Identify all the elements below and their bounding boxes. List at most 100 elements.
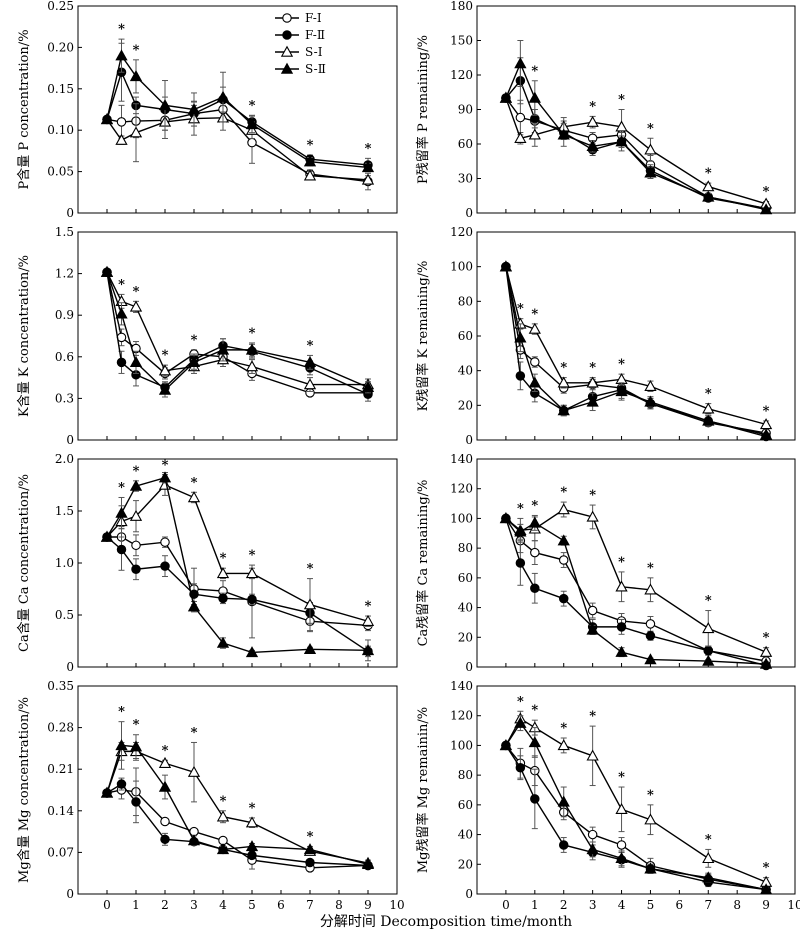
data-point	[514, 331, 527, 343]
significance-marker: *	[589, 709, 596, 724]
significance-marker: *	[531, 703, 538, 718]
data-point	[245, 816, 259, 828]
data-point	[160, 834, 170, 845]
data-point	[530, 794, 540, 804]
series-S-Ⅱ	[100, 38, 375, 173]
plot-frame	[476, 685, 796, 895]
data-point	[245, 840, 259, 852]
data-point	[115, 739, 128, 751]
y-tick-label: 30	[458, 172, 473, 186]
data-point	[115, 307, 128, 319]
data-point	[528, 376, 541, 388]
data-point	[361, 161, 375, 173]
y-tick-label: 40	[458, 601, 473, 615]
data-point	[129, 509, 143, 521]
data-point	[557, 503, 570, 515]
significance-marker: *	[307, 338, 314, 353]
series-S-Ⅱ	[100, 471, 375, 662]
y-tick-label: 80	[458, 541, 473, 555]
x-tick-label: 6	[676, 898, 684, 912]
series-line	[505, 717, 767, 883]
significance-marker: *	[531, 64, 538, 79]
data-point	[115, 49, 128, 61]
significance-marker: *	[133, 43, 140, 58]
x-tick-label: 3	[589, 898, 597, 912]
data-point	[586, 376, 599, 388]
data-point	[615, 373, 628, 385]
data-point	[702, 402, 715, 414]
data-point	[305, 857, 315, 868]
data-point	[129, 740, 143, 752]
data-point	[361, 857, 375, 869]
data-point	[557, 376, 570, 388]
data-point	[247, 850, 257, 861]
data-point	[586, 115, 599, 127]
y-tick-label: 100	[450, 511, 473, 525]
x-tick-label: 0	[103, 898, 111, 912]
y-tick-label: 0.07	[47, 845, 74, 859]
data-point	[615, 852, 628, 864]
data-point	[245, 567, 259, 579]
y-axis-title: Ca残留率 Ca remaining/%	[415, 480, 431, 647]
significance-marker: *	[705, 387, 712, 402]
data-point	[303, 843, 317, 855]
data-point	[129, 300, 143, 312]
series-line	[106, 272, 368, 394]
chart-panel-2: 0 30 60 90 120 150 180 P残留率 P remaining/% * * * * * *	[415, 0, 796, 220]
y-tick-label: 120	[450, 709, 473, 723]
x-axis-title: 分解时间 Decomposition time/month	[320, 914, 572, 930]
significance-marker: *	[618, 357, 625, 372]
significance-marker: *	[249, 801, 256, 816]
series-F-Ⅱ	[102, 42, 373, 173]
significance-marker: *	[191, 475, 198, 490]
data-point	[702, 414, 715, 426]
y-axis-title: K残留率 K remaining/%	[415, 261, 431, 412]
significance-marker: *	[517, 694, 524, 709]
significance-marker: *	[647, 121, 654, 136]
significance-marker: *	[118, 22, 125, 37]
data-point	[645, 619, 656, 629]
data-point	[528, 516, 541, 528]
x-tick-label: 2	[560, 898, 568, 912]
y-tick-label: 0.20	[47, 40, 74, 54]
series-line	[505, 266, 767, 434]
data-point	[100, 530, 114, 542]
chart-panel-8: 0 20 40 60 80 100 120 140 0 1 2 3 4 5 6 7 8 9 10 Mg残留率 Mg r…	[415, 679, 800, 912]
data-point	[702, 852, 715, 864]
significance-marker: *	[162, 458, 169, 473]
data-point	[361, 644, 375, 656]
data-point	[586, 749, 599, 761]
significance-marker: *	[249, 548, 256, 563]
series-line	[106, 272, 369, 395]
significance-marker: *	[365, 599, 372, 614]
data-point	[530, 357, 540, 367]
data-point	[158, 364, 172, 376]
chart-panel-6: 0 20 40 60 80 100 120 140 Ca残留率 Ca remaining/% * *…	[415, 452, 796, 674]
x-tick-label: 4	[618, 898, 626, 912]
x-tick-label: 0	[502, 898, 510, 912]
data-point	[100, 786, 114, 798]
data-point	[245, 118, 259, 130]
series-S-Ⅰ	[100, 474, 375, 632]
legend-item-3: S-Ⅰ	[275, 45, 323, 59]
data-point	[187, 765, 201, 777]
significance-marker: *	[307, 562, 314, 577]
data-point	[586, 510, 599, 522]
data-point	[303, 169, 317, 181]
series-line	[505, 518, 767, 667]
data-point	[558, 840, 569, 850]
data-point	[158, 471, 172, 483]
data-point	[245, 343, 259, 355]
data-point	[644, 166, 657, 178]
significance-marker: *	[618, 93, 625, 108]
y-tick-label: 0.15	[47, 82, 74, 96]
data-point	[702, 180, 715, 192]
data-point	[131, 540, 141, 551]
y-tick-label: 20	[458, 857, 473, 871]
y-tick-label: 60	[458, 571, 473, 585]
significance-marker: *	[118, 705, 125, 720]
data-point	[499, 260, 513, 272]
data-point	[759, 203, 773, 215]
data-point	[216, 343, 230, 355]
significance-marker: *	[589, 488, 596, 503]
